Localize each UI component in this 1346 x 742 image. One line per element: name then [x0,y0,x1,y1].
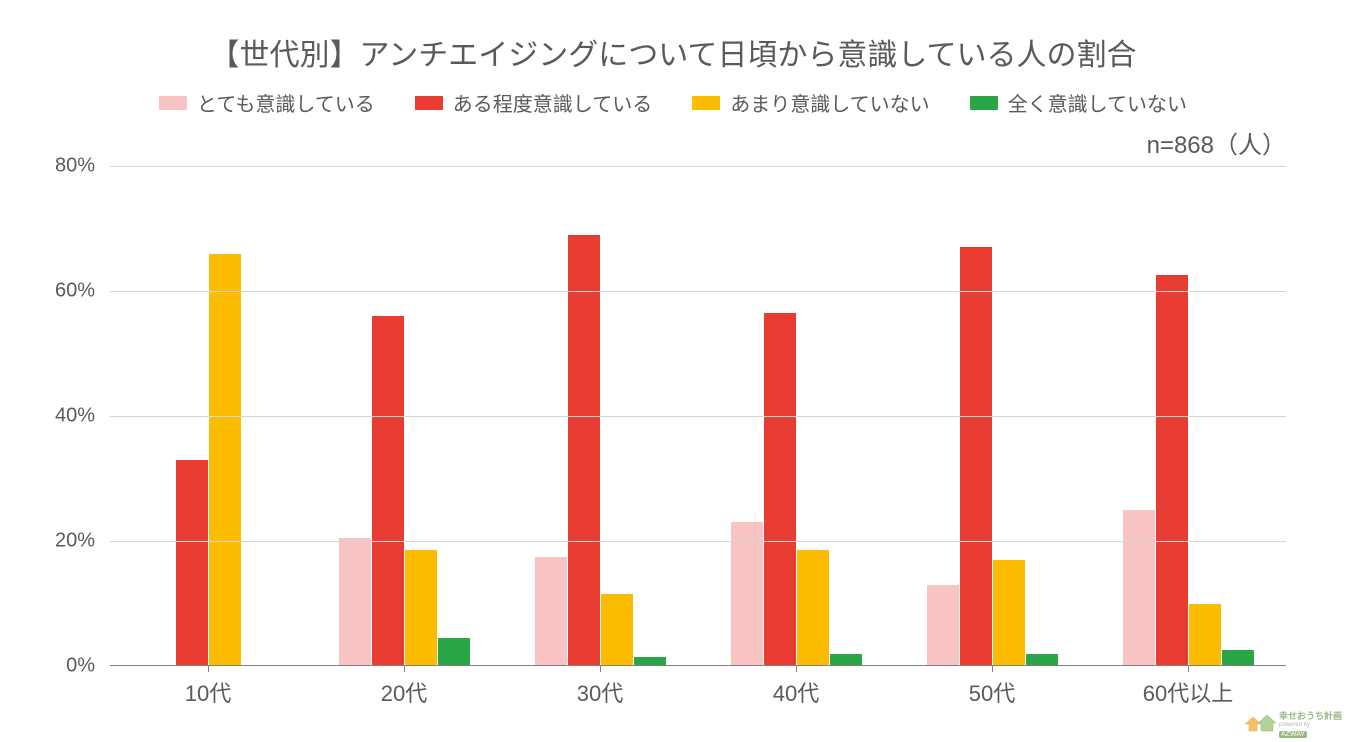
legend-item-3: 全く意識していない [970,88,1187,117]
legend-swatch-0 [159,96,187,110]
x-tick-mark [796,666,797,672]
legend-item-1: ある程度意識している [415,88,652,117]
x-label: 40代 [698,676,894,708]
bar [568,235,600,666]
bar [1222,650,1254,666]
x-label: 20代 [306,676,502,708]
x-tick-mark [404,666,405,672]
bar [797,550,829,666]
gridline [110,416,1286,417]
bar [535,557,567,666]
bar [1123,510,1155,666]
y-tick-label: 20% [40,530,95,553]
legend-item-2: あまり意識していない [692,88,929,117]
bar [731,522,763,666]
y-axis: 0%20%40%60%80% [40,166,110,666]
y-tick-label: 60% [40,280,95,303]
legend-item-0: とても意識している [159,88,375,117]
legend-label-2: あまり意識していない [730,88,929,117]
plot-area: 0%20%40%60%80% [110,166,1286,666]
x-axis-line [110,665,1286,666]
x-tick-mark [600,666,601,672]
bar [1189,604,1221,667]
legend-swatch-2 [692,96,720,110]
watermark-text-block: 幸せおうち計画 powered by AZWAY [1279,709,1342,738]
x-labels: 10代20代30代40代50代60代以上 [110,676,1286,708]
x-tick-mark [992,666,993,672]
legend: とても意識している ある程度意識している あまり意識していない 全く意識していな… [40,88,1306,117]
gridline [110,291,1286,292]
bar [438,638,470,666]
y-tick-label: 80% [40,155,95,178]
bar [764,313,796,666]
x-label: 10代 [110,676,306,708]
sample-size: n=868（人） [40,125,1306,160]
x-label: 50代 [894,676,1090,708]
bar [993,560,1025,666]
x-label: 30代 [502,676,698,708]
bar [176,460,208,666]
bar [372,316,404,666]
bar [601,594,633,666]
watermark-subtext: powered by [1279,722,1342,728]
gridline [110,166,1286,167]
legend-label-0: とても意識している [197,88,375,117]
chart-title: 【世代別】アンチエイジングについて日頃から意識している人の割合 [40,30,1306,74]
legend-swatch-3 [970,96,998,110]
bar [1156,275,1188,666]
watermark-text: 幸せおうち計画 [1279,709,1342,722]
legend-swatch-1 [415,96,443,110]
watermark: 幸せおうち計画 powered by AZWAY [1243,709,1342,738]
legend-label-3: 全く意識していない [1008,88,1187,117]
y-tick-label: 40% [40,405,95,428]
x-label: 60代以上 [1090,676,1286,708]
watermark-brand: AZWAY [1279,731,1307,738]
house-icon [1243,713,1277,735]
legend-label-1: ある程度意識している [453,88,652,117]
bar [209,254,241,667]
bar [405,550,437,666]
gridline [110,541,1286,542]
chart-container: 【世代別】アンチエイジングについて日頃から意識している人の割合 とても意識してい… [0,0,1346,742]
bar [339,538,371,666]
bar [960,247,992,666]
x-tick-mark [208,666,209,672]
x-tick-mark [1188,666,1189,672]
bar [927,585,959,666]
y-tick-label: 0% [40,655,95,678]
